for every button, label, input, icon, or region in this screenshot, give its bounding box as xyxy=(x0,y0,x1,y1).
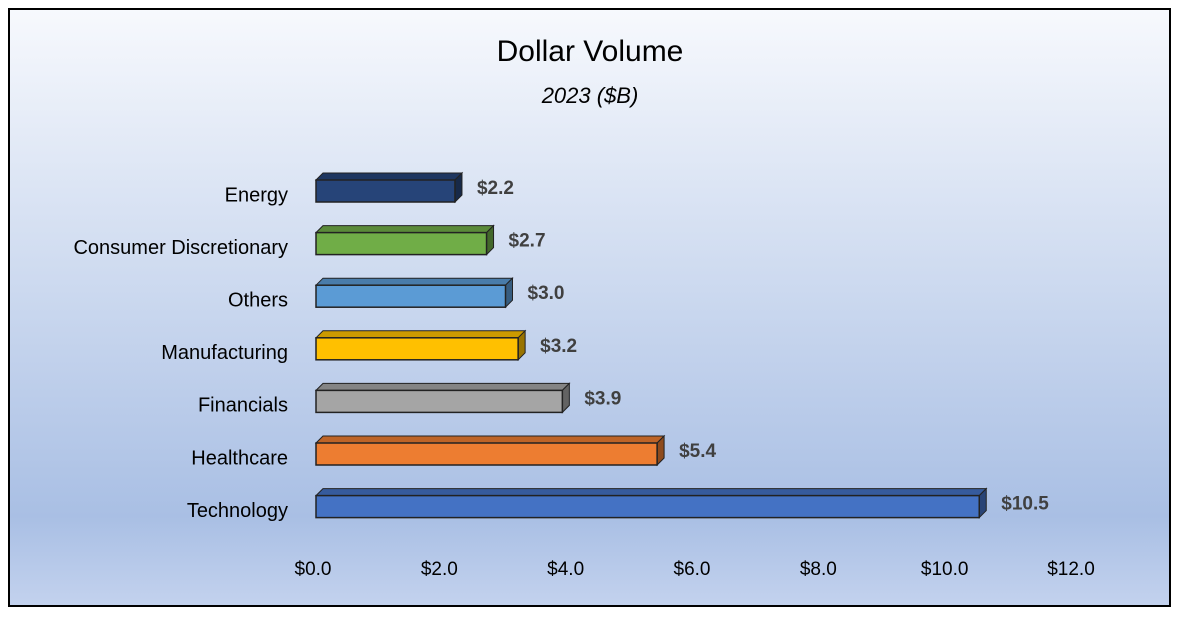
x-tick-label: $2.0 xyxy=(421,559,458,580)
y-tick-label: Financials xyxy=(198,395,288,417)
bar xyxy=(315,389,564,414)
x-tick-label: $0.0 xyxy=(295,559,332,580)
x-tick-label: $4.0 xyxy=(547,559,584,580)
bar-top xyxy=(314,172,464,181)
bar-top xyxy=(314,330,527,339)
y-tick-label: Others xyxy=(228,289,288,311)
bar-top xyxy=(314,435,666,444)
value-label: $10.5 xyxy=(1001,494,1049,515)
chart-subtitle: 2023 ($B) xyxy=(541,83,639,108)
bar xyxy=(315,337,519,361)
x-tick-label: $8.0 xyxy=(800,559,837,580)
x-tick-label: $6.0 xyxy=(674,559,711,580)
value-label: $3.9 xyxy=(584,388,621,409)
y-tick-label: Manufacturing xyxy=(161,342,288,364)
bar xyxy=(315,442,658,466)
value-label: $3.0 xyxy=(528,283,565,304)
value-label: $2.7 xyxy=(509,231,546,252)
bar-top xyxy=(314,225,495,234)
y-tick-label: Consumer Discretionary xyxy=(73,237,288,259)
x-tick-label: $10.0 xyxy=(921,559,969,580)
x-tick-label: $12.0 xyxy=(1047,559,1095,580)
y-tick-label: Technology xyxy=(187,500,288,522)
bar xyxy=(315,494,980,519)
bar-top xyxy=(314,382,571,391)
bar xyxy=(315,231,488,256)
value-label: $2.2 xyxy=(477,178,514,199)
chart-title: Dollar Volume xyxy=(497,35,684,68)
bar xyxy=(315,284,507,308)
y-tick-label: Healthcare xyxy=(191,447,288,469)
value-label: $3.2 xyxy=(540,336,577,357)
y-tick-label: Energy xyxy=(225,184,288,206)
bar-top xyxy=(314,488,988,497)
bar xyxy=(315,179,456,203)
bar-top xyxy=(314,277,514,286)
value-label: $5.4 xyxy=(679,441,716,462)
